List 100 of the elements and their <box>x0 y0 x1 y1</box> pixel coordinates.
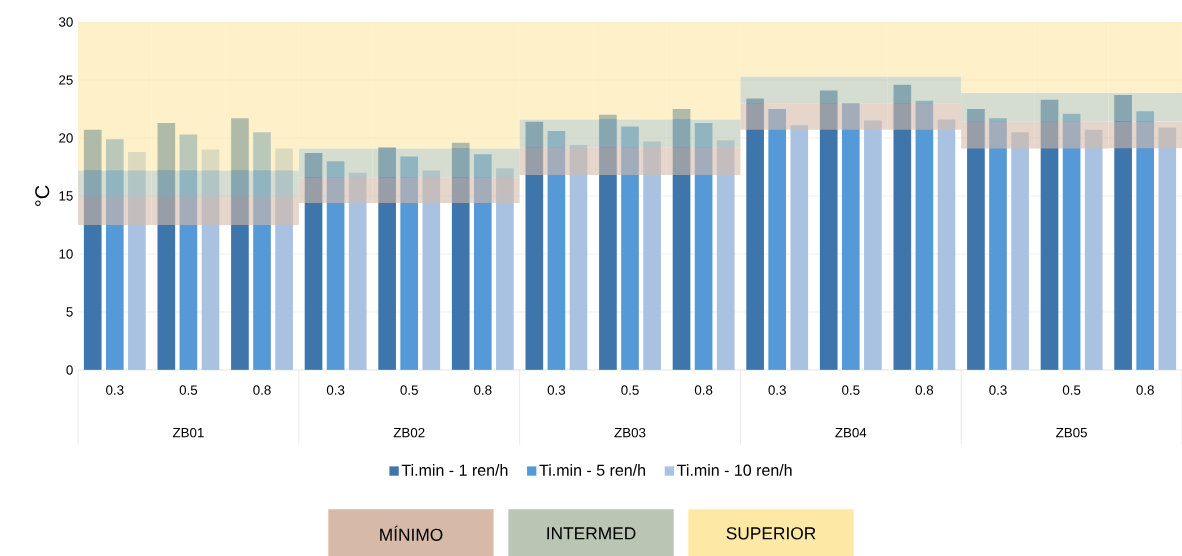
bar <box>666 147 741 176</box>
bar <box>151 195 226 225</box>
bar <box>1114 95 1132 370</box>
bar <box>348 172 367 370</box>
bar <box>887 76 962 104</box>
bar <box>989 118 1007 370</box>
bar <box>157 122 176 370</box>
bar <box>326 161 345 370</box>
bar <box>814 103 888 130</box>
bar <box>525 121 544 370</box>
bar <box>893 84 912 370</box>
bar <box>473 154 492 370</box>
x-tick-label: 0.5 <box>842 385 860 395</box>
bar <box>1158 127 1177 370</box>
bar <box>519 21 594 120</box>
text: MÍNIMO <box>380 525 443 541</box>
bar <box>961 92 1035 122</box>
bar <box>740 21 814 77</box>
bar <box>814 21 888 77</box>
text: SUPERIOR <box>726 527 816 540</box>
bar <box>78 21 152 171</box>
bar <box>201 149 220 370</box>
text: ZB03 <box>614 427 646 438</box>
bar <box>446 177 520 203</box>
bar <box>768 108 787 370</box>
bar <box>451 142 470 370</box>
text: ZB05 <box>1056 427 1087 438</box>
bar <box>1034 121 1109 149</box>
bar <box>496 168 514 370</box>
bar <box>151 21 226 171</box>
bar <box>446 21 520 149</box>
bar <box>1108 121 1182 149</box>
bar <box>746 98 764 370</box>
x-tick-label: 0.3 <box>768 385 786 395</box>
x-tick-label: 0.8 <box>1136 385 1154 395</box>
bar <box>304 153 323 370</box>
bar <box>790 125 809 370</box>
bar <box>1084 129 1103 370</box>
bar <box>78 195 152 225</box>
bar <box>915 100 934 370</box>
bar <box>225 21 299 171</box>
bar <box>694 122 713 370</box>
y-tick-label: 25 <box>59 75 73 85</box>
text: ZB04 <box>835 427 867 438</box>
bar <box>593 119 667 148</box>
bar <box>128 151 146 370</box>
bar <box>422 170 441 370</box>
x-tick-label: 0.8 <box>915 385 934 395</box>
bar <box>593 21 667 120</box>
bar <box>666 21 741 120</box>
bar <box>967 108 985 370</box>
x-tick-label: 0.8 <box>253 385 271 395</box>
bar <box>83 129 102 370</box>
bar <box>298 148 373 178</box>
x-tick-label: 0.8 <box>474 385 492 395</box>
bar <box>225 170 299 196</box>
bar <box>819 90 838 370</box>
y-tick-label: 0 <box>66 365 73 375</box>
bar <box>716 140 735 370</box>
bar <box>740 76 814 104</box>
bar <box>400 156 419 370</box>
bar <box>1108 92 1182 122</box>
bar <box>372 148 447 178</box>
text: ZB02 <box>393 427 425 438</box>
x-tick-label: 0.3 <box>326 385 345 395</box>
x-tick-label: 0.5 <box>400 385 418 395</box>
bar <box>961 121 1035 149</box>
bar <box>519 147 594 176</box>
bar <box>569 144 588 370</box>
bar <box>275 148 293 370</box>
bar <box>841 103 860 370</box>
bar <box>1034 21 1109 93</box>
bar <box>253 132 271 370</box>
bar <box>599 114 617 370</box>
bar <box>78 170 152 196</box>
bar <box>231 118 249 370</box>
text: INTERMED <box>547 527 636 540</box>
bar <box>1108 21 1182 93</box>
bar <box>151 170 226 196</box>
x-tick-label: 0.3 <box>989 385 1007 395</box>
bar <box>1011 132 1029 370</box>
bar <box>1136 111 1155 370</box>
bar <box>519 119 594 148</box>
bar <box>666 119 741 148</box>
bar <box>643 141 661 370</box>
bar <box>887 21 962 77</box>
bar <box>378 147 396 370</box>
legend-label: Ti.min - 5 ren/h <box>539 464 645 476</box>
bar <box>225 195 299 225</box>
y-tick-label: 5 <box>66 307 73 317</box>
bar <box>740 103 814 130</box>
bar <box>298 21 373 149</box>
y-tick-label: 20 <box>59 133 73 143</box>
bar <box>1062 113 1081 370</box>
y-tick-label: 15 <box>59 191 73 201</box>
bar <box>446 148 520 178</box>
x-tick-label: 0.3 <box>106 385 124 395</box>
y-tick-label: 30 <box>58 17 73 27</box>
x-tick-label: 0.3 <box>547 385 566 395</box>
bar <box>814 76 888 104</box>
